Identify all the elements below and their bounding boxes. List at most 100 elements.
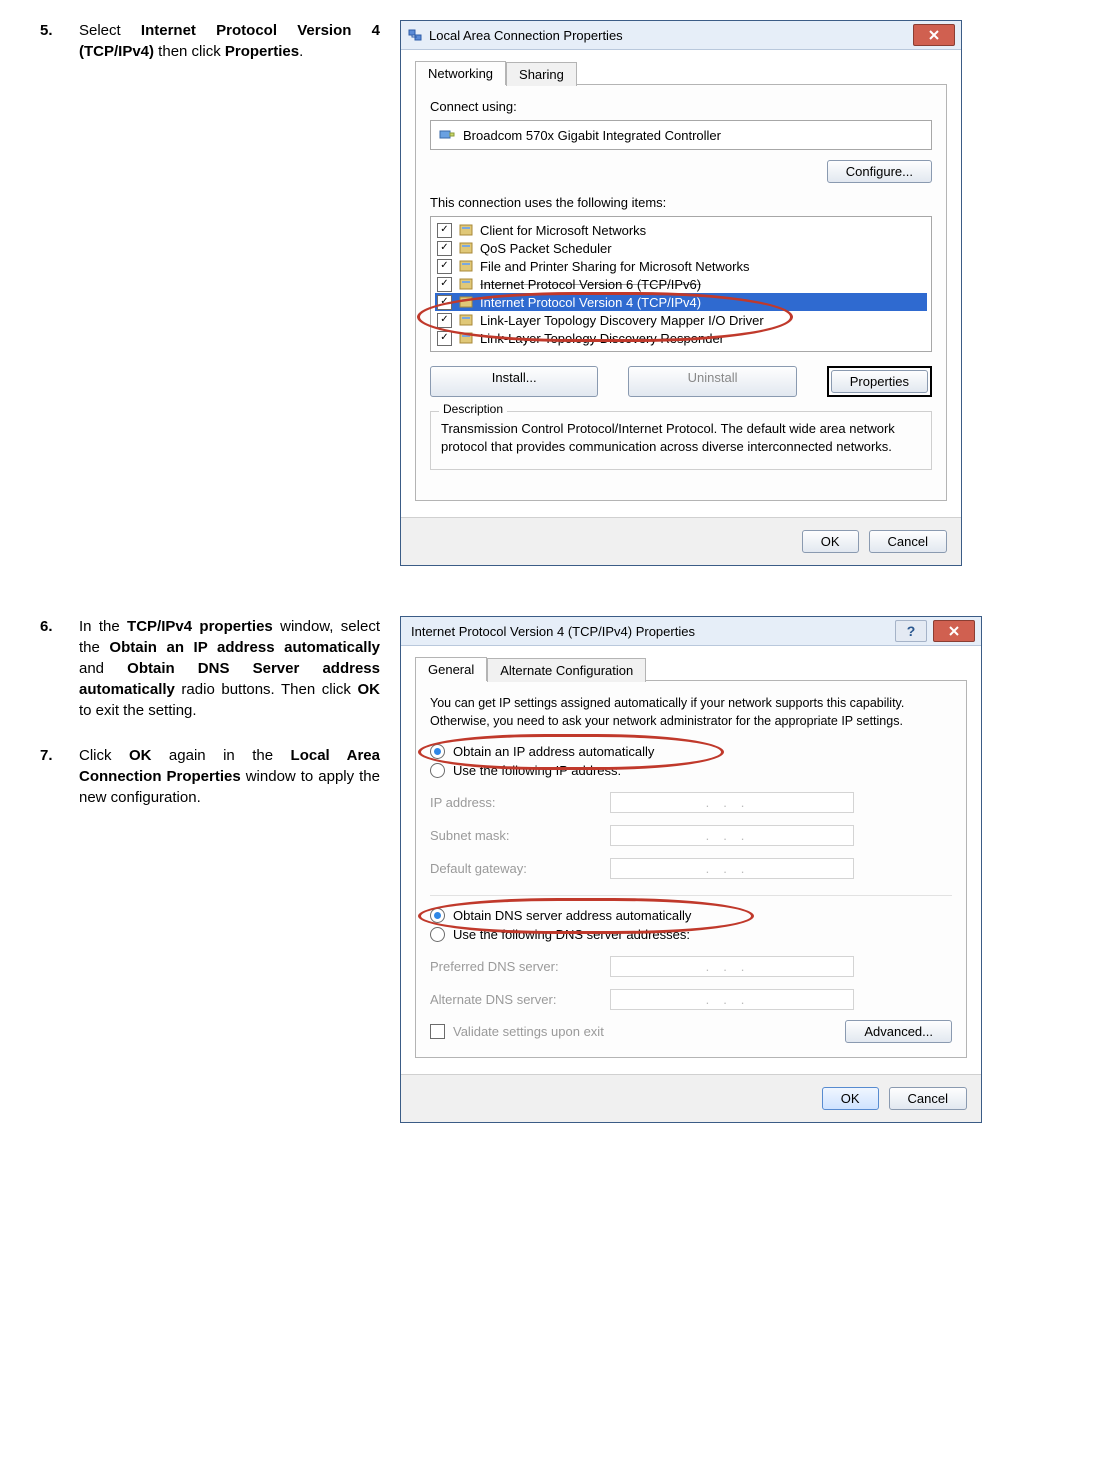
subnet-input: ... <box>610 825 854 846</box>
item-label: File and Printer Sharing for Microsoft N… <box>480 259 749 274</box>
tcpip-properties-dialog: Internet Protocol Version 4 (TCP/IPv4) P… <box>400 616 982 1123</box>
item-label: Link-Layer Topology Discovery Responder <box>480 331 724 346</box>
radio-use-dns[interactable]: Use the following DNS server addresses: <box>430 925 952 944</box>
item-label: Link-Layer Topology Discovery Mapper I/O… <box>480 313 764 328</box>
instructions-col: 6. In the TCP/IPv4 properties window, se… <box>40 616 380 832</box>
radio-label: Obtain DNS server address automatically <box>453 908 691 923</box>
titlebar: Local Area Connection Properties <box>401 21 961 50</box>
close-button[interactable] <box>933 620 975 642</box>
checkbox[interactable]: ✓ <box>437 241 452 256</box>
radio-label: Use the following IP address: <box>453 763 621 778</box>
ok-button[interactable]: OK <box>822 1087 879 1110</box>
list-item[interactable]: ✓ Client for Microsoft Networks <box>435 221 927 239</box>
radio-auto-ip[interactable]: Obtain an IP address automatically <box>430 742 952 761</box>
step-text: In the TCP/IPv4 properties window, selec… <box>79 616 380 721</box>
item-label: Internet Protocol Version 6 (TCP/IPv6) <box>480 277 701 292</box>
window-title: Local Area Connection Properties <box>429 28 913 43</box>
items-listbox[interactable]: ✓ Client for Microsoft Networks ✓ QoS Packe… <box>430 216 932 352</box>
description-text: Transmission Control Protocol/Internet P… <box>441 420 921 455</box>
document-page: 5. Select Internet Protocol Version 4 (T… <box>0 0 1100 1143</box>
advanced-button[interactable]: Advanced... <box>845 1020 952 1043</box>
tab-networking[interactable]: Networking <box>415 61 506 85</box>
network-icon <box>407 27 423 43</box>
close-button[interactable] <box>913 24 955 46</box>
radio-use-ip[interactable]: Use the following IP address: <box>430 761 952 780</box>
list-item[interactable]: ✓ Internet Protocol Version 4 (TCP/IPv4) <box>435 293 927 311</box>
checkbox[interactable]: ✓ <box>437 295 452 310</box>
item-icon <box>458 312 474 328</box>
radio-icon <box>430 927 445 942</box>
radio-icon <box>430 908 445 923</box>
ok-button[interactable]: OK <box>802 530 859 553</box>
list-item[interactable]: ✓ File and Printer Sharing for Microsoft … <box>435 257 927 275</box>
dns-radio-group: Obtain DNS server address automatically … <box>430 906 952 944</box>
tabs: General Alternate Configuration <box>415 656 967 680</box>
items-label: This connection uses the following items… <box>430 195 932 210</box>
radio-icon <box>430 744 445 759</box>
tabs: Networking Sharing <box>415 60 947 84</box>
step-6: 6. In the TCP/IPv4 properties window, se… <box>40 616 380 721</box>
configure-button[interactable]: Configure... <box>827 160 932 183</box>
item-label: Internet Protocol Version 4 (TCP/IPv4) <box>480 295 701 310</box>
titlebar: Internet Protocol Version 4 (TCP/IPv4) P… <box>401 617 981 646</box>
gateway-label: Default gateway: <box>430 861 610 876</box>
checkbox[interactable]: ✓ <box>437 277 452 292</box>
button-bar: OK Cancel <box>401 517 961 565</box>
item-label: Client for Microsoft Networks <box>480 223 646 238</box>
item-icon <box>458 222 474 238</box>
radio-auto-dns[interactable]: Obtain DNS server address automatically <box>430 906 952 925</box>
instructions-col: 5. Select Internet Protocol Version 4 (T… <box>40 20 380 86</box>
intro-text: You can get IP settings assigned automat… <box>430 695 952 730</box>
step-text: Select Internet Protocol Version 4 (TCP/… <box>79 20 380 62</box>
properties-button[interactable]: Properties <box>831 370 928 393</box>
row-step5: 5. Select Internet Protocol Version 4 (T… <box>40 20 1060 566</box>
step-number: 5. <box>40 20 64 62</box>
dns-fields: Preferred DNS server:... Alternate DNS s… <box>430 950 952 1016</box>
row-step6-7: 6. In the TCP/IPv4 properties window, se… <box>40 616 1060 1123</box>
cancel-button[interactable]: Cancel <box>869 530 947 553</box>
step-text: Click OK again in the Local Area Connect… <box>79 745 380 808</box>
radio-label: Obtain an IP address automatically <box>453 744 654 759</box>
ip-address-label: IP address: <box>430 795 610 810</box>
help-button[interactable]: ? <box>895 620 927 642</box>
alt-dns-label: Alternate DNS server: <box>430 992 610 1007</box>
tab-sharing[interactable]: Sharing <box>506 62 577 86</box>
pref-dns-label: Preferred DNS server: <box>430 959 610 974</box>
list-item[interactable]: ✓ Link-Layer Topology Discovery Mapper I/… <box>435 311 927 329</box>
list-item[interactable]: ✓ Internet Protocol Version 6 (TCP/IPv6) <box>435 275 927 293</box>
lan-properties-dialog: Local Area Connection Properties Network… <box>400 20 962 566</box>
item-icon <box>458 330 474 346</box>
cancel-button[interactable]: Cancel <box>889 1087 967 1110</box>
adapter-field: Broadcom 570x Gigabit Integrated Control… <box>430 120 932 150</box>
checkbox[interactable]: ✓ <box>437 259 452 274</box>
dialog-body: Networking Sharing Connect using: Broadc… <box>401 50 961 517</box>
item-icon <box>458 258 474 274</box>
tab-body: You can get IP settings assigned automat… <box>415 680 967 1058</box>
description-fieldset: Description Transmission Control Protoco… <box>430 411 932 470</box>
list-item[interactable]: ✓ QoS Packet Scheduler <box>435 239 927 257</box>
install-button[interactable]: Install... <box>430 366 598 397</box>
step-5: 5. Select Internet Protocol Version 4 (T… <box>40 20 380 62</box>
description-legend: Description <box>439 402 507 416</box>
step-number: 7. <box>40 745 64 808</box>
close-icon <box>948 625 960 637</box>
tab-general[interactable]: General <box>415 657 487 681</box>
checkbox[interactable]: ✓ <box>437 223 452 238</box>
item-label: QoS Packet Scheduler <box>480 241 612 256</box>
checkbox[interactable]: ✓ <box>437 331 452 346</box>
ip-address-input: ... <box>610 792 854 813</box>
uninstall-button: Uninstall <box>628 366 796 397</box>
validate-checkbox[interactable] <box>430 1024 445 1039</box>
ip-fields: IP address:... Subnet mask:... Default g… <box>430 786 952 885</box>
radio-label: Use the following DNS server addresses: <box>453 927 690 942</box>
tab-alternate[interactable]: Alternate Configuration <box>487 658 646 682</box>
adapter-icon <box>439 127 455 143</box>
validate-label: Validate settings upon exit <box>453 1024 604 1039</box>
validate-row: Validate settings upon exit Advanced... <box>430 1020 952 1043</box>
button-row: Install... Uninstall Properties <box>430 366 932 397</box>
checkbox[interactable]: ✓ <box>437 313 452 328</box>
gateway-input: ... <box>610 858 854 879</box>
properties-highlight: Properties <box>827 366 932 397</box>
list-item[interactable]: ✓ Link-Layer Topology Discovery Responder <box>435 329 927 347</box>
item-icon <box>458 240 474 256</box>
